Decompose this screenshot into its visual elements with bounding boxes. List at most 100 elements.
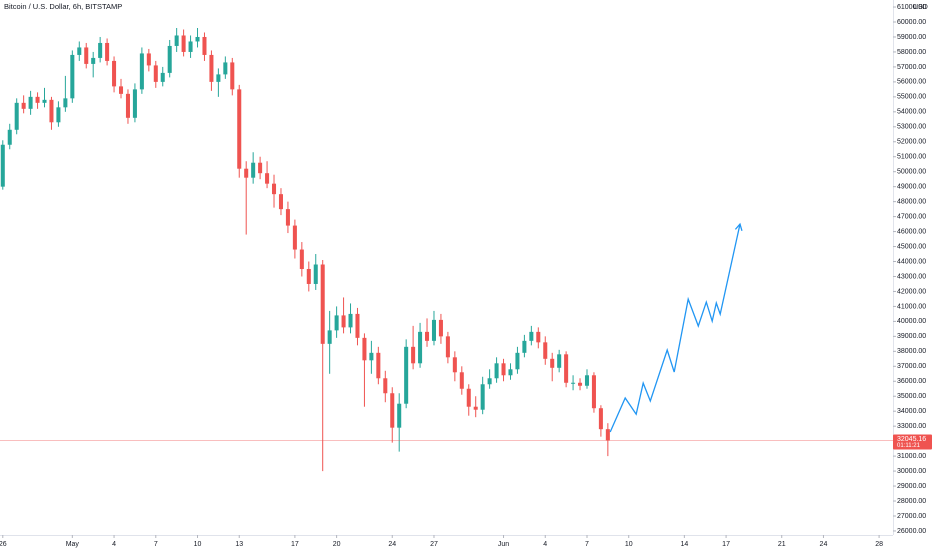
candle-body [459, 372, 464, 389]
candle-body [466, 388, 471, 407]
x-tick-label: 4 [543, 541, 547, 548]
candle-body [49, 99, 54, 123]
x-tick-label: 21 [778, 541, 786, 548]
y-tick-label: 50000.00 [897, 169, 926, 176]
y-tick-label: 35000.00 [897, 393, 926, 400]
y-tick-label: 30000.00 [897, 468, 926, 475]
candle-body [355, 313, 360, 338]
candle-body [341, 315, 346, 328]
x-tick-label: 24 [388, 541, 396, 548]
candle-body [202, 36, 207, 55]
x-tick-label: 27 [430, 541, 438, 548]
last-price-box [893, 434, 932, 450]
y-tick-label: 51000.00 [897, 154, 926, 161]
candle-body [543, 342, 548, 359]
candle-body [146, 53, 151, 66]
candle-body [591, 375, 596, 409]
candle-body [564, 354, 569, 383]
y-tick-label: 45000.00 [897, 243, 926, 250]
candle-body [84, 47, 89, 64]
x-tick-label: 7 [585, 541, 589, 548]
currency-label: USD [913, 4, 928, 11]
candle-body [348, 313, 353, 328]
candle-body [216, 74, 221, 82]
y-tick-label: 26000.00 [897, 528, 926, 535]
x-tick-label: 10 [625, 541, 633, 548]
candle-body [327, 330, 332, 344]
y-tick-label: 37000.00 [897, 363, 926, 370]
candle-body [21, 102, 26, 109]
y-tick-label: 53000.00 [897, 124, 926, 131]
candle-body [278, 194, 283, 210]
x-tick-label: 13 [235, 541, 243, 548]
candle-body [195, 36, 200, 42]
candle-body [272, 183, 277, 195]
y-tick-label: 47000.00 [897, 213, 926, 220]
candle-body [299, 249, 304, 269]
candle-body [605, 429, 610, 441]
candle-body [306, 268, 311, 284]
y-tick-label: 42000.00 [897, 288, 926, 295]
y-tick-label: 43000.00 [897, 273, 926, 280]
candle-body [230, 62, 235, 90]
candle-body [438, 319, 443, 337]
chart-title: Bitcoin / U.S. Dollar, 6h, BITSTAMP [4, 2, 122, 11]
y-tick-label: 41000.00 [897, 303, 926, 310]
candle-body [362, 337, 367, 361]
candle-body [160, 72, 165, 82]
candle-body [125, 93, 130, 118]
candle-body [515, 352, 520, 370]
y-tick-label: 38000.00 [897, 348, 926, 355]
x-tick-label: May [66, 541, 80, 548]
projection-line [609, 223, 741, 433]
x-tick-label: 7 [154, 541, 158, 548]
candle-body [292, 225, 297, 250]
candle-body [320, 264, 325, 344]
candle-body [70, 54, 75, 99]
y-tick-label: 34000.00 [897, 408, 926, 415]
candle-body [209, 54, 214, 82]
candle-body [112, 60, 117, 87]
candle-body [244, 168, 249, 178]
candle-body [508, 369, 513, 376]
candle-body [536, 331, 541, 343]
x-tick-label: Jun [498, 541, 509, 548]
y-tick-label: 27000.00 [897, 513, 926, 520]
candle-body [167, 45, 172, 73]
candle-body [258, 162, 263, 174]
x-tick-label: 14 [680, 541, 688, 548]
candle-body [91, 57, 96, 64]
candle-body [473, 406, 478, 410]
y-tick-label: 59000.00 [897, 34, 926, 41]
candle-body [223, 62, 228, 75]
candle-body [285, 209, 290, 226]
y-tick-label: 57000.00 [897, 64, 926, 71]
candle-body [237, 89, 242, 169]
x-tick-label: 17 [722, 541, 730, 548]
candle-body [98, 42, 103, 58]
candle-body [265, 173, 270, 184]
candle-body [56, 107, 61, 123]
candle-body [598, 408, 603, 430]
candle-body [28, 96, 33, 109]
candle-body [578, 382, 583, 386]
x-tick-label: 4 [112, 541, 116, 548]
candle-body [105, 42, 110, 61]
candle-body [188, 41, 193, 52]
candle-body [7, 129, 12, 145]
candle-body [452, 357, 457, 373]
candle-body [584, 375, 590, 386]
candle-body [313, 264, 318, 284]
y-tick-label: 33000.00 [897, 423, 926, 430]
candle-body [118, 86, 124, 94]
candle-body [0, 144, 5, 187]
y-tick-label: 56000.00 [897, 79, 926, 86]
y-tick-label: 61000.00 [897, 4, 926, 11]
candle-body [181, 35, 186, 52]
x-tick-label: 10 [194, 541, 202, 548]
candle-body [557, 354, 562, 368]
candle-body [35, 96, 40, 103]
y-tick-label: 44000.00 [897, 258, 926, 265]
